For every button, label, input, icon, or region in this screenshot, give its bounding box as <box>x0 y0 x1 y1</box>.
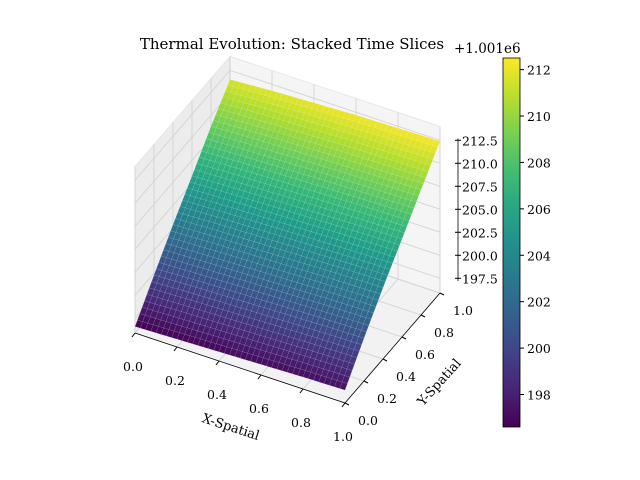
y-tick <box>363 380 369 384</box>
y-tick <box>401 336 407 340</box>
colorbar-gradient <box>502 57 521 428</box>
y-tick-label: 0.2 <box>377 391 397 406</box>
x-tick <box>341 402 346 408</box>
surface-patch <box>382 267 391 276</box>
y-tick-label: 0.0 <box>358 413 378 428</box>
colorbar-tick-label: 208 <box>527 155 551 170</box>
surface-patch <box>389 249 398 258</box>
surface-patch <box>360 323 370 333</box>
y-tick-label: 0.8 <box>434 325 454 340</box>
x-tick <box>173 346 178 352</box>
z-tick-label: 200.0 <box>462 248 498 263</box>
x-tick <box>299 388 304 394</box>
x-tick <box>215 360 220 366</box>
surface-patch <box>358 330 367 339</box>
y-axis-line <box>344 292 441 404</box>
colorbar-tick-label: 198 <box>527 388 551 403</box>
surface-patch <box>363 317 372 326</box>
surface-patch <box>377 279 386 288</box>
y-axis-label: Y-Spatial <box>414 356 465 410</box>
x-tick-label: 1.0 <box>333 429 353 444</box>
grid-line <box>134 69 441 181</box>
surface-patch <box>375 285 384 295</box>
colorbar-tick-label: 210 <box>527 109 551 124</box>
y-tick <box>344 402 350 406</box>
colorbar-tick-label: 202 <box>527 295 551 310</box>
surface-patch <box>346 362 355 371</box>
colorbar-tick-label: 206 <box>527 202 551 217</box>
x-tick-label: 0.0 <box>123 359 143 374</box>
x-tick-label: 0.2 <box>165 373 185 388</box>
x-tick-label: 0.6 <box>249 401 269 416</box>
surface-patch <box>351 349 360 358</box>
z-tick-label: 210.0 <box>462 156 498 171</box>
y-tick-label: 0.4 <box>396 369 416 384</box>
x-tick <box>131 332 136 338</box>
colorbar-tick-label: 212 <box>527 63 551 78</box>
z-tick-label: 207.5 <box>462 179 498 194</box>
y-tick <box>420 314 426 318</box>
surface-patch <box>384 261 393 270</box>
x-tick <box>257 374 262 380</box>
surface-patch <box>341 375 351 384</box>
surface-patch <box>339 381 348 391</box>
x-tick-label: 0.8 <box>291 415 311 430</box>
y-tick <box>382 358 388 362</box>
z-offset-label: +1.001e6 <box>454 41 521 57</box>
z-tick-label: 202.5 <box>462 225 498 240</box>
surface-patch <box>348 355 358 365</box>
z-tick-label: 212.5 <box>462 133 498 148</box>
z-tick-label: 197.5 <box>462 271 498 286</box>
x-axis-line <box>134 332 346 404</box>
y-tick <box>439 292 445 296</box>
x-axis-label: X-Spatial <box>200 411 261 444</box>
x-tick-label: 0.4 <box>207 387 227 402</box>
y-tick-label: 0.6 <box>415 347 435 362</box>
surface-patch <box>353 342 362 352</box>
colorbar-tick-label: 200 <box>527 341 551 356</box>
colorbar-tick-label: 204 <box>527 248 551 263</box>
z-tick-label: 205.0 <box>462 202 498 217</box>
surface-mesh <box>134 79 441 391</box>
chart-title: Thermal Evolution: Stacked Time Slices <box>140 35 444 53</box>
y-tick-label: 1.0 <box>453 303 473 318</box>
colorbar: 198 200 202 204 206 208 210 212 <box>502 57 551 428</box>
